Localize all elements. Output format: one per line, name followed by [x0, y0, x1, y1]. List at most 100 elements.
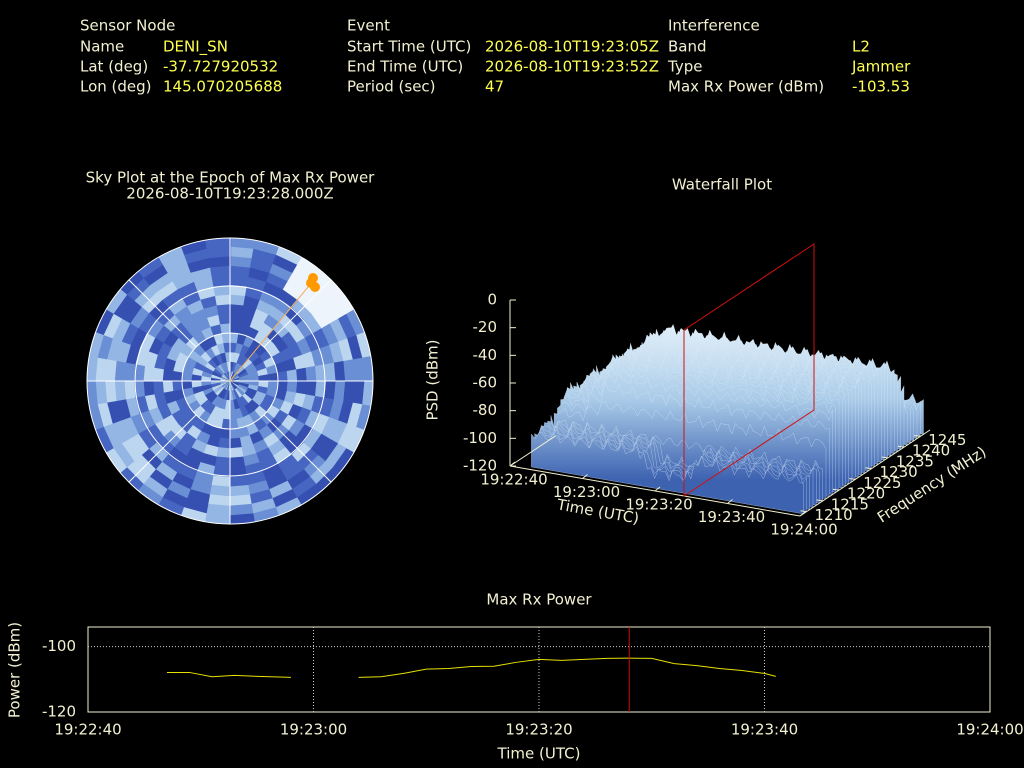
sky-cell	[258, 374, 269, 382]
y-tick	[897, 445, 905, 448]
sky-cell	[332, 448, 356, 475]
sky-cell	[148, 336, 164, 355]
sky-cell	[252, 507, 280, 524]
sky-cell	[345, 426, 366, 455]
sky-cell	[221, 332, 231, 344]
y-tick-label: 1230	[880, 463, 918, 481]
sky-cell	[266, 272, 289, 291]
sky-cell	[106, 337, 123, 361]
info-label: Period (sec)	[347, 78, 436, 96]
y-tick	[865, 467, 872, 470]
sky-cell	[277, 381, 289, 392]
sky-cell	[229, 437, 242, 449]
sky-cell	[138, 312, 158, 333]
sky-cell	[143, 365, 155, 381]
sky-cell	[258, 381, 269, 389]
sky-cell	[343, 381, 356, 404]
sky-cell	[333, 381, 346, 403]
info-label: Start Time (UTC)	[347, 38, 471, 56]
sky-cell	[242, 393, 253, 404]
sky-cell	[246, 276, 268, 292]
sky-cell	[229, 456, 246, 468]
sky-cell	[229, 447, 244, 459]
sky-cell	[230, 361, 234, 372]
sky-cell	[324, 381, 337, 401]
sky-cell	[223, 372, 230, 381]
sky-cell	[171, 409, 186, 425]
sky-cell	[133, 380, 145, 398]
sky-cell	[287, 403, 303, 421]
x-axis-title: Time (UTC)	[497, 745, 581, 763]
sky-cell	[220, 381, 230, 387]
sky-cell	[213, 333, 224, 345]
sky-cell	[239, 395, 249, 407]
sky-cell	[346, 308, 367, 337]
sky-cell	[246, 366, 258, 375]
sky-cell	[262, 464, 284, 482]
surface-slice	[531, 432, 804, 515]
sky-cell	[104, 287, 128, 314]
sky-cell	[130, 327, 148, 349]
sky-cell	[163, 390, 176, 405]
sky-cell	[125, 460, 150, 485]
sky-cell	[221, 418, 230, 430]
sky-cell	[238, 371, 249, 378]
sky-cell	[337, 401, 354, 425]
sky-cell	[233, 389, 240, 400]
sky-cell	[129, 432, 150, 456]
sky-cell	[206, 434, 220, 448]
sky-cell	[230, 381, 236, 391]
sky-cell	[233, 362, 240, 373]
sky-cell	[296, 318, 314, 339]
sky-cell	[191, 373, 202, 381]
y-tick-label: 1240	[912, 442, 950, 460]
sky-cell	[214, 294, 231, 306]
sky-cell	[318, 300, 340, 325]
sky-cell	[172, 388, 185, 401]
sky-cell	[129, 413, 147, 435]
sky-cell	[272, 447, 293, 465]
sky-cell	[244, 362, 256, 372]
sky-axis	[128, 414, 197, 483]
sky-cell	[97, 333, 114, 360]
charts: Sensor Node Name DENI_SN Lat (deg) -37.72792…	[6, 17, 1024, 763]
sky-cell	[214, 387, 224, 397]
sky-cell	[93, 425, 114, 454]
sky-cell	[143, 263, 169, 286]
sky-cell	[123, 361, 136, 381]
sky-cell	[228, 484, 251, 497]
info-label: Max Rx Power (dBm)	[668, 78, 824, 96]
sky-cell	[304, 332, 321, 353]
sky-cell	[236, 387, 246, 397]
sky-cell	[196, 395, 208, 407]
sky-cell	[239, 435, 254, 448]
sky-cell	[215, 353, 224, 365]
sky-cell	[204, 347, 216, 359]
sky-cell	[329, 420, 348, 445]
sky-cell	[257, 367, 269, 377]
sky-cell	[222, 409, 230, 420]
sky-cell	[142, 475, 168, 498]
sky-cell	[167, 446, 187, 465]
x-tick-label: 19:24:00	[956, 721, 1023, 739]
sky-cell	[346, 402, 363, 429]
sky-cell	[251, 248, 278, 265]
sky-cell	[284, 357, 297, 372]
sky-cell	[249, 430, 264, 445]
sky-cell	[283, 391, 297, 405]
sky-cell	[223, 389, 229, 401]
sky-cell	[220, 362, 227, 373]
info-value: 47	[485, 78, 504, 96]
sky-cell	[115, 398, 131, 421]
sky-cell	[246, 387, 258, 396]
sky-axis	[263, 279, 332, 348]
sky-cell	[297, 255, 324, 279]
sky-cell	[162, 380, 174, 393]
chart-title: Waterfall Plot	[672, 176, 772, 194]
sky-cell	[136, 483, 163, 507]
sky-cell	[288, 325, 306, 344]
sky-cell	[191, 385, 203, 395]
sky-cell	[181, 372, 193, 381]
sky-cell	[296, 407, 312, 426]
y-tick	[832, 488, 840, 491]
